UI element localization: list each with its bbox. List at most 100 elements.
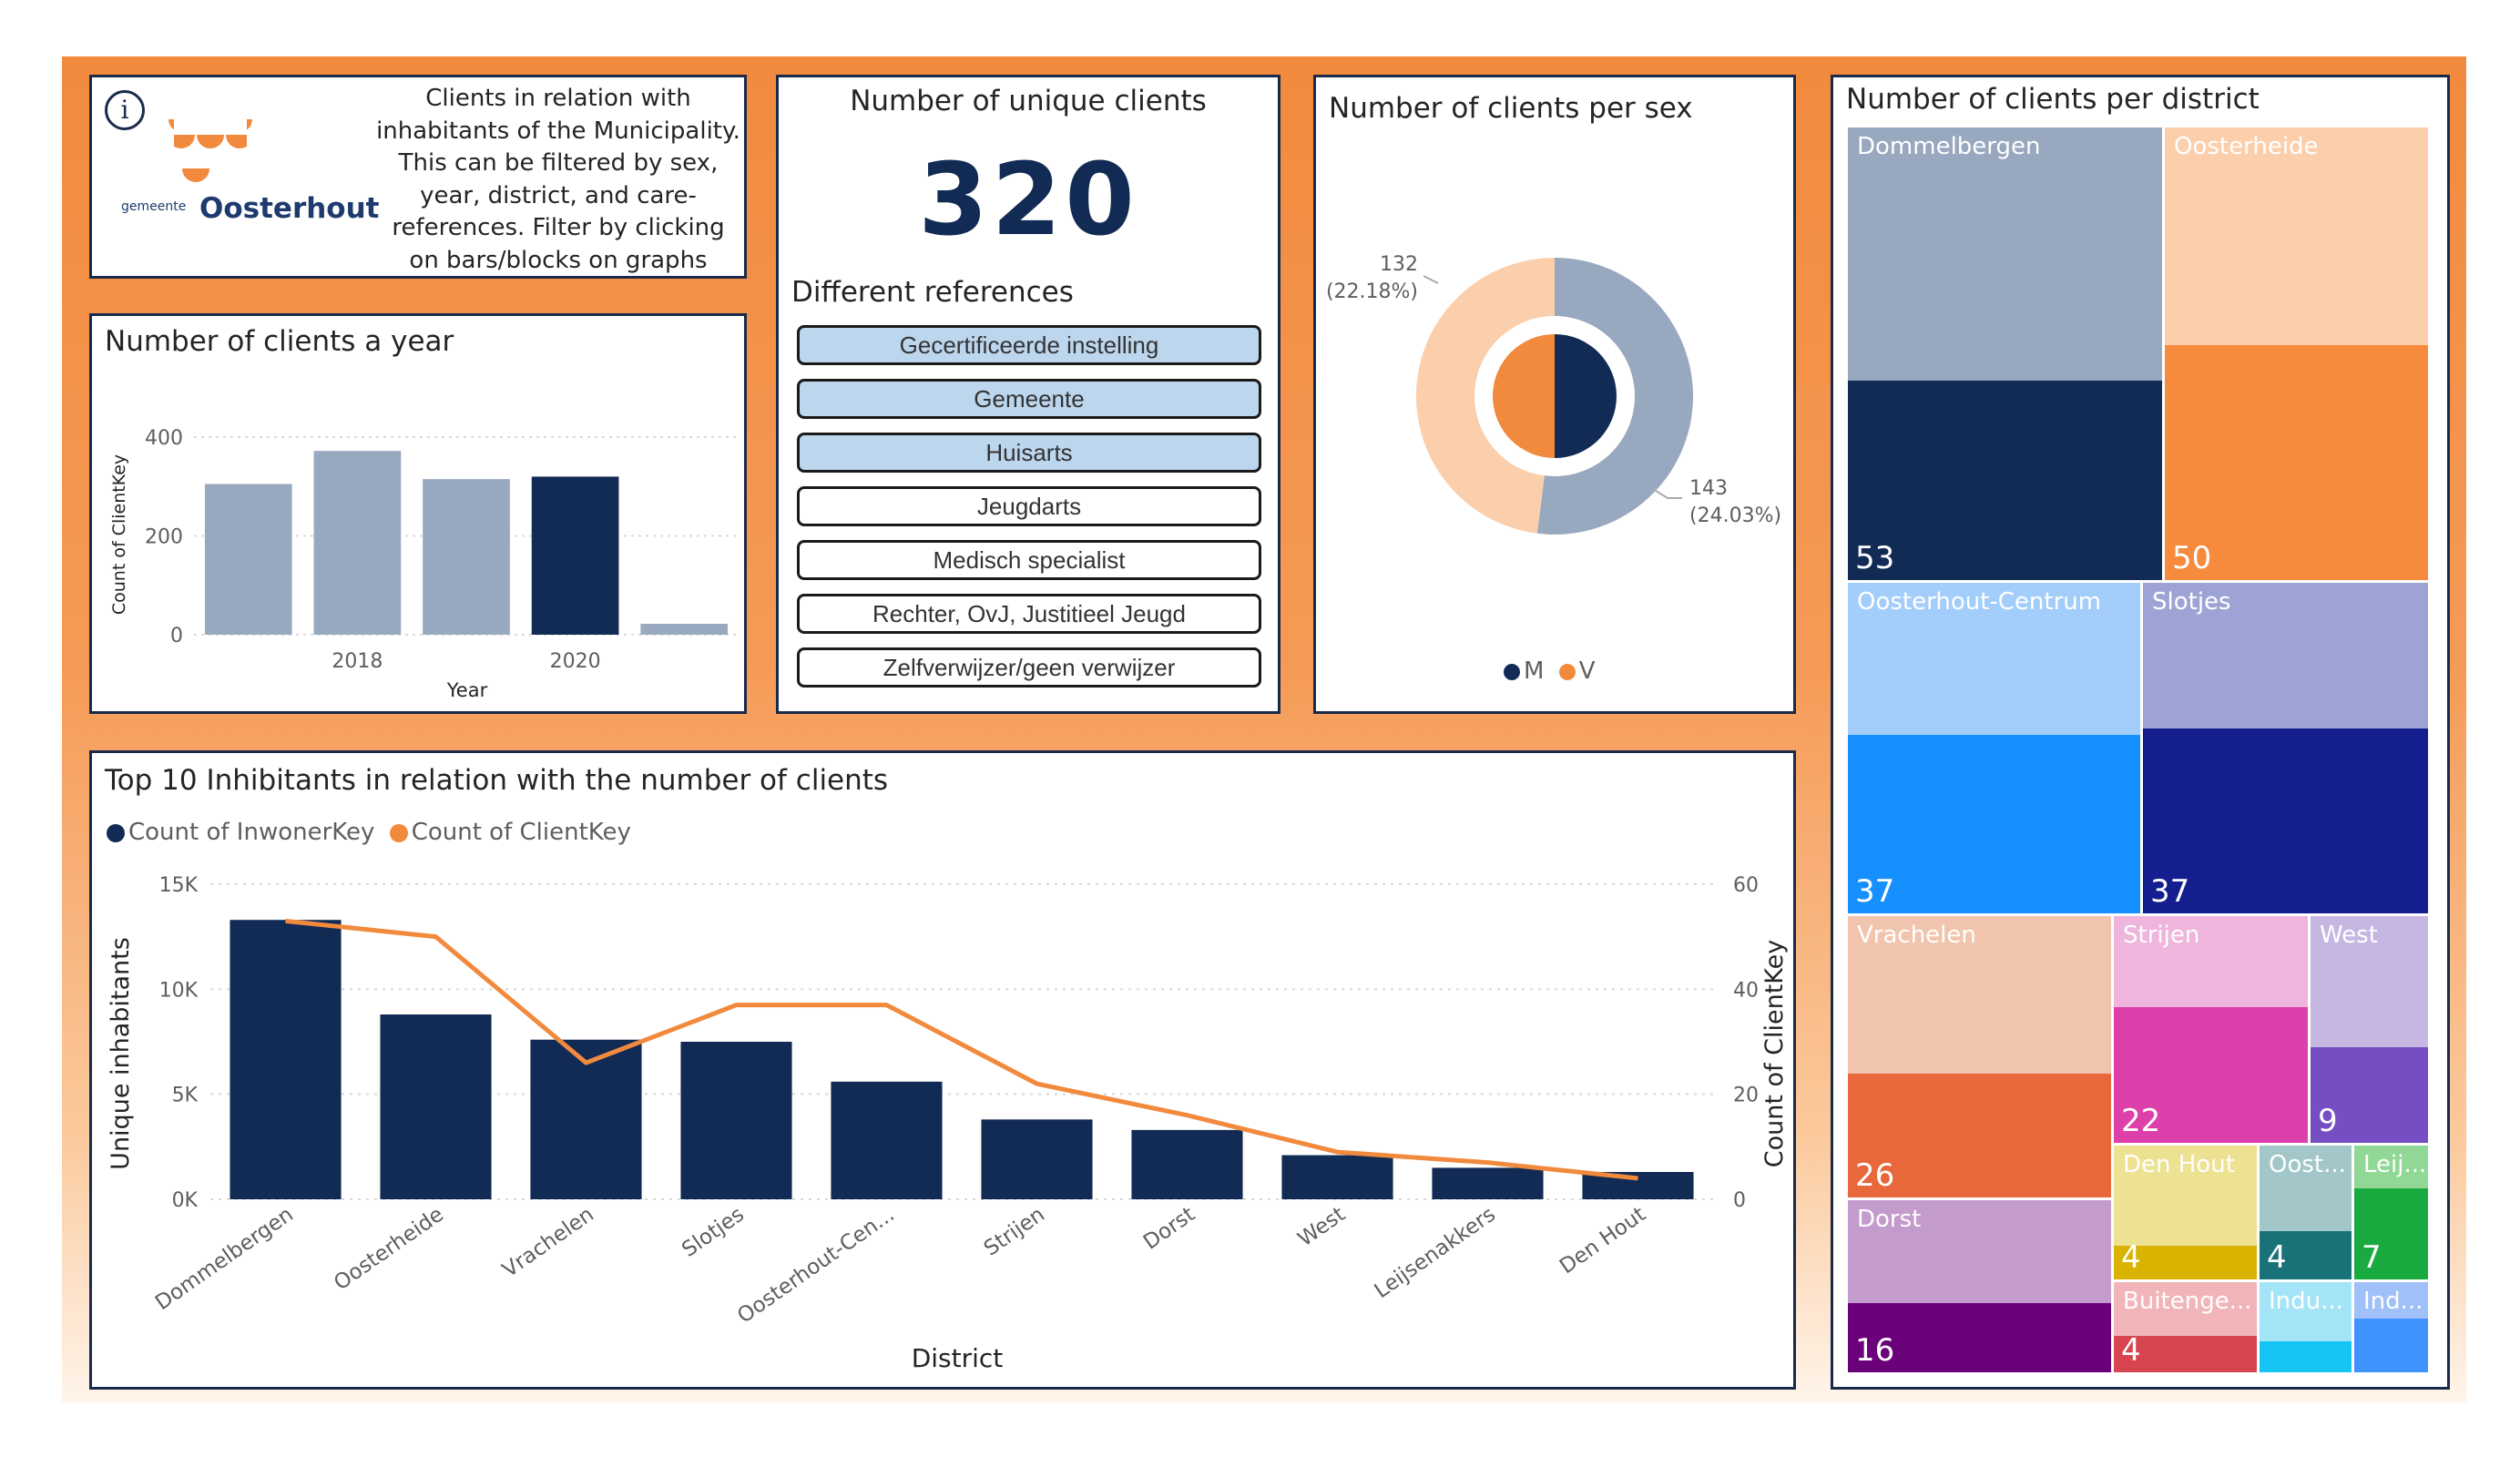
combo-xtick: Slotjes [678,1203,749,1262]
reference-button[interactable]: Jeugdarts [797,486,1261,526]
treemap-tile[interactable]: Oosterheide 50 [2165,127,2431,583]
treemap-tile-light [2143,583,2428,728]
legend-item-client[interactable]: Count of ClientKey [389,819,631,846]
donut-slice-m[interactable] [1536,258,1694,535]
label-v-pct: (22.18%) [1326,280,1418,303]
treemap-tile-value: 50 [2172,540,2212,576]
sex-donut-chart: 132 (22.18%) 143 (24.03%) [1326,253,1781,535]
year-xtick: 2020 [550,650,601,673]
combo-bar[interactable] [230,920,342,1199]
combo-bar[interactable] [1281,1155,1393,1199]
treemap-tile-dark [1848,1303,2111,1372]
year-bar[interactable] [423,479,510,635]
treemap-tile[interactable]: Dorst 16 [1848,1200,2114,1375]
treemap-tile-value: 9 [2318,1103,2338,1139]
treemap-tile-label: Indu... [2269,1288,2343,1315]
year-bar-chart: Count of ClientKey Year 0 200 400 2018 2020 [109,427,739,701]
treemap-tile[interactable]: Oosterhout-Centrum 37 [1848,583,2143,916]
treemap-tile-light [1848,127,2162,381]
combo-chart-card: Top 10 Inhibitants in relation with the … [89,750,1796,1390]
treemap-tile-light [2114,916,2308,1007]
treemap-tile-dark [2311,1047,2428,1143]
donut-inner-v[interactable] [1493,334,1555,458]
treemap-tile-light [2260,1146,2352,1231]
treemap-tile-label: Oosterhout-Centrum [1857,588,2102,616]
combo-yleft-tick: 0K [172,1189,199,1212]
treemap-tile[interactable]: Buitenge... 4 [2114,1282,2260,1375]
combo-bar[interactable] [680,1042,792,1199]
info-icon[interactable]: i [105,90,145,130]
treemap-tile[interactable]: Vrachelen 26 [1848,916,2114,1200]
legend-item-m[interactable]: M [1504,657,1544,685]
treemap-tile-dark [2165,345,2428,580]
reference-button[interactable]: Zelfverwijzer/geen verwijzer [797,647,1261,688]
treemap-tile[interactable]: Ind... [2354,1282,2431,1375]
treemap-tile[interactable]: Den Hout 4 [2114,1146,2260,1282]
treemap-tile-label: Den Hout [2123,1151,2235,1178]
treemap-tile-dark [2114,1007,2308,1143]
treemap-tile[interactable]: Slotjes 37 [2143,583,2431,916]
treemap-tile-dark [1848,1074,2111,1197]
combo-legend: Count of InwonerKey Count of ClientKey [107,819,631,846]
leader-line-m [1652,488,1682,499]
year-bar[interactable] [531,476,619,635]
legend-item-v[interactable]: V [1558,657,1596,685]
treemap-tile-dark [2354,1319,2428,1372]
reference-button[interactable]: Medisch specialist [797,540,1261,580]
treemap-tile-value: 26 [1855,1157,1895,1194]
combo-yright-tick: 40 [1733,979,1759,1002]
treemap-tile-label: Dommelbergen [1857,133,2041,160]
references-title: Different references [791,276,1074,309]
combo-xtick: Strijen [980,1203,1049,1261]
treemap-tile-value: 4 [2121,1332,2141,1369]
treemap-tile[interactable]: Indu... [2260,1282,2354,1375]
treemap-tile[interactable]: West 9 [2311,916,2431,1146]
treemap-tile-light [1848,1200,2111,1303]
year-bar[interactable] [640,624,729,635]
treemap-tile[interactable]: Dommelbergen 53 [1848,127,2165,583]
donut-inner-m[interactable] [1555,334,1617,458]
treemap-tile-label: Strijen [2123,922,2200,949]
combo-bar[interactable] [530,1039,642,1199]
treemap-tile[interactable]: Oost... 4 [2260,1146,2354,1282]
legend-label-v: V [1578,657,1596,685]
donut-slice-v[interactable] [1416,258,1555,534]
treemap-tile-value: 37 [1855,873,1895,910]
label-m-pct: (24.03%) [1689,504,1781,527]
treemap-tile[interactable]: Strijen 22 [2114,916,2311,1146]
combo-bar[interactable] [1432,1167,1544,1199]
combo-yright-label: Count of ClientKey [1760,940,1789,1168]
year-bar[interactable] [313,451,402,635]
combo-bar[interactable] [981,1119,1093,1199]
reference-button[interactable]: Gecertificeerde instelling [797,325,1261,365]
reference-button[interactable]: Gemeente [797,379,1261,419]
combo-yleft-tick: 10K [159,979,199,1002]
legend-label-client: Count of ClientKey [411,819,631,846]
reference-button[interactable]: Huisarts [797,433,1261,473]
treemap-tile-dark [2143,728,2428,913]
year-chart-title: Number of clients a year [105,325,454,358]
combo-bar[interactable] [1131,1129,1243,1199]
treemap-tile-dark [2114,1336,2257,1372]
legend-dot-v [1558,663,1576,680]
treemap-card: Number of clients per district Dommelber… [1831,75,2450,1390]
legend-label-inwoner: Count of InwonerKey [128,819,375,846]
treemap-tile-light [2114,1282,2257,1336]
treemap-tile[interactable]: Leij... 7 [2354,1146,2431,1282]
district-treemap: Dommelbergen 53 Oosterheide 50 Oosterhout-Ce… [1848,127,2431,1375]
combo-line-series[interactable] [285,918,1638,1181]
legend-dot-m [1504,663,1520,680]
combo-bar[interactable] [831,1081,943,1199]
combo-yright-tick: 20 [1733,1085,1759,1107]
combo-chart: Unique inhabitants Count of ClientKey Di… [107,874,1789,1373]
legend-dot-client [389,823,408,842]
treemap-tile-light [2311,916,2428,1047]
reference-button[interactable]: Rechter, OvJ, Justitieel Jeugd [797,594,1261,634]
legend-item-inwoner[interactable]: Count of InwonerKey [107,819,374,846]
label-m-count: 143 [1689,477,1728,500]
combo-xtick: Oosterheide [330,1203,448,1296]
combo-bar[interactable] [380,1014,492,1199]
treemap-tile-dark [1848,381,2162,580]
treemap-tile-dark [2114,1246,2257,1279]
year-bar[interactable] [204,484,292,635]
